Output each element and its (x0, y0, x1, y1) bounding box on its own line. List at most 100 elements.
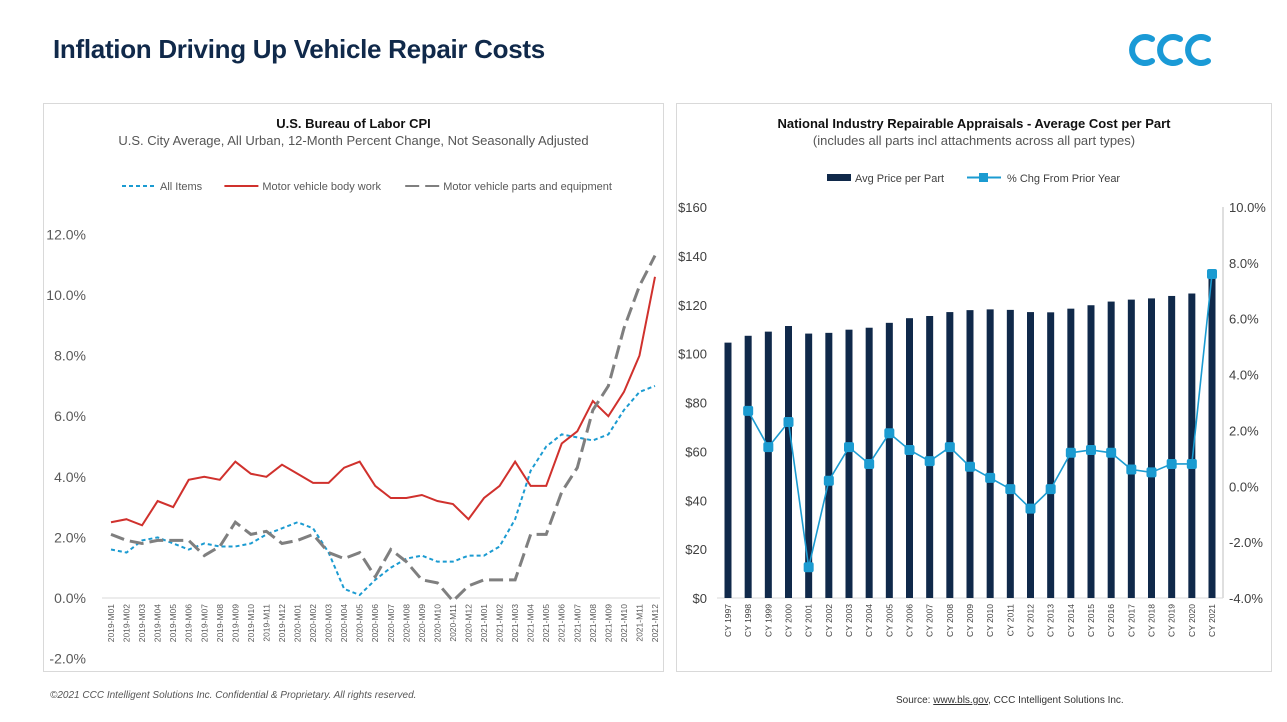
bar (885, 322, 893, 598)
y-tick-label: $0 (693, 591, 707, 606)
x-tick-label: 2021-M10 (619, 604, 629, 643)
copyright: ©2021 CCC Intelligent Solutions Inc. Con… (50, 690, 417, 701)
bar (744, 335, 752, 598)
x-tick-label: CY 1997 (723, 604, 733, 637)
y-tick-label: $80 (685, 396, 707, 411)
cpi-chart-panel: U.S. Bureau of Labor CPI U.S. City Avera… (43, 103, 664, 672)
y-tick-label: $160 (678, 200, 707, 215)
x-tick-label: 2019-M01 (106, 604, 116, 643)
x-tick-label: 2021-M06 (557, 604, 567, 643)
y-tick-label: 0.0% (54, 590, 86, 606)
y2-tick-label: 8.0% (1229, 256, 1259, 271)
pct-change-marker (1065, 447, 1076, 458)
pct-change-line (747, 273, 1213, 568)
x-tick-label: 2020-M07 (386, 604, 396, 643)
bar (785, 326, 792, 598)
x-tick-label: CY 1998 (743, 604, 753, 637)
x-tick-label: CY 2012 (1026, 604, 1036, 637)
x-tick-label: 2020-M02 (308, 604, 318, 643)
series-line-2 (110, 254, 657, 604)
x-tick-label: 2021-M01 (479, 604, 489, 643)
x-tick-label: 2021-M08 (588, 604, 598, 643)
x-tick-label: 2019-M03 (137, 604, 147, 643)
x-tick-label: CY 2020 (1187, 604, 1197, 637)
y-tick-label: $140 (678, 249, 707, 264)
y-tick-label: 6.0% (54, 408, 86, 424)
bar (986, 309, 994, 598)
x-tick-label: CY 2017 (1126, 604, 1136, 637)
pct-change-marker (1005, 484, 1016, 495)
y-tick-label: 4.0% (54, 469, 86, 485)
x-tick-label: CY 2002 (824, 604, 834, 637)
page-title: Inflation Driving Up Vehicle Repair Cost… (53, 34, 545, 64)
x-tick-label: CY 1999 (763, 604, 773, 637)
x-tick-label: 2019-M02 (122, 604, 132, 643)
legend-label: All Items (160, 181, 203, 193)
x-tick-label: 2020-M09 (417, 604, 427, 643)
x-tick-label: 2020-M01 (293, 604, 303, 643)
chart-title: National Industry Repairable Appraisals … (777, 116, 1171, 131)
y-tick-label: $40 (685, 493, 707, 508)
bar (845, 329, 853, 598)
source-label: Source: (896, 695, 934, 706)
bar (1168, 295, 1176, 598)
y-tick-label: 10.0% (46, 287, 86, 303)
pct-change-marker (1146, 467, 1157, 478)
y2-tick-label: 0.0% (1229, 479, 1259, 494)
x-tick-label: 2020-M10 (432, 604, 442, 643)
pct-change-marker (1186, 458, 1197, 469)
series-line-1 (110, 276, 656, 527)
chart-title: U.S. Bureau of Labor CPI (276, 116, 431, 131)
source-link[interactable]: www.bls.gov (933, 695, 989, 706)
pct-change-marker (904, 444, 915, 455)
x-tick-label: 2020-M03 (324, 604, 334, 643)
chart-subtitle: (includes all parts incl attachments acr… (812, 133, 1136, 148)
x-tick-label: CY 2015 (1086, 604, 1096, 637)
bar (1027, 312, 1034, 598)
chart-subtitle: U.S. City Average, All Urban, 12-Month P… (118, 133, 589, 148)
bar (825, 332, 833, 598)
bar (1148, 298, 1155, 598)
bar (1127, 299, 1135, 598)
y-tick-label: 2.0% (54, 529, 86, 545)
y-tick-label: -2.0% (49, 651, 86, 667)
y2-tick-label: -4.0% (1229, 591, 1263, 606)
x-tick-label: 2021-M07 (572, 604, 582, 643)
bar (966, 310, 974, 598)
pct-change-marker (1045, 484, 1056, 495)
pct-change-marker (1025, 503, 1036, 514)
x-tick-label: CY 2019 (1167, 604, 1177, 637)
x-tick-label: 2019-M11 (261, 604, 271, 642)
bar (1006, 309, 1014, 598)
x-tick-label: CY 2011 (1005, 604, 1015, 637)
pct-change-marker (1207, 269, 1217, 280)
x-tick-label: 2019-M05 (168, 604, 178, 643)
x-tick-label: 2019-M09 (230, 604, 240, 643)
x-tick-label: CY 2014 (1066, 604, 1076, 637)
y2-tick-label: 4.0% (1229, 368, 1259, 383)
x-tick-label: 2021-M03 (510, 604, 520, 643)
legend-label: Motor vehicle parts and equipment (443, 181, 612, 193)
pct-change-marker (743, 405, 754, 416)
pct-change-marker (884, 428, 895, 439)
bar (1208, 270, 1216, 598)
y2-tick-label: 6.0% (1229, 312, 1259, 327)
x-tick-label: 2020-M08 (401, 604, 411, 643)
x-tick-label: 2019-M12 (277, 604, 287, 643)
pct-change-marker (1126, 464, 1137, 475)
x-tick-label: 2021-M09 (603, 604, 613, 643)
pct-change-marker (985, 472, 996, 483)
legend-marker (979, 173, 988, 182)
y2-tick-label: 2.0% (1229, 423, 1259, 438)
bar (906, 318, 913, 598)
x-tick-label: 2021-M12 (650, 604, 660, 643)
x-tick-label: 2021-M11 (634, 604, 644, 642)
y2-tick-label: 10.0% (1229, 200, 1266, 215)
x-tick-label: CY 2006 (905, 604, 915, 637)
pct-change-marker (823, 475, 834, 486)
pct-change-marker (924, 456, 935, 467)
legend-label: % Chg From Prior Year (1007, 173, 1120, 185)
pct-change-marker (965, 461, 975, 472)
bar (764, 331, 772, 598)
